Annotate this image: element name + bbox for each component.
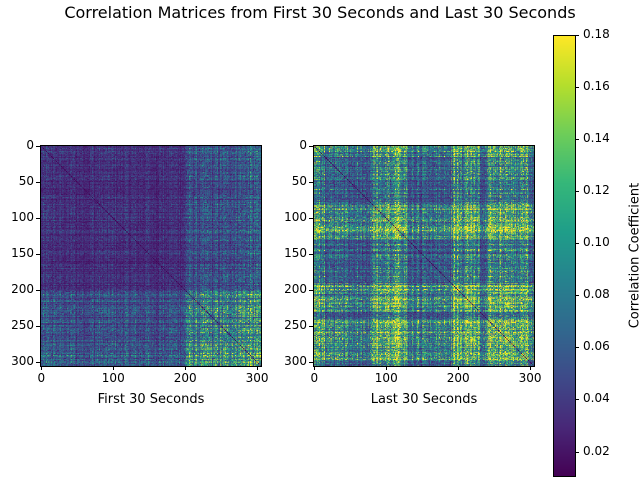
y-tick-label: 200 [11,282,34,297]
x-tick-mark [257,366,259,370]
y-tick-label: 300 [11,354,34,369]
y-tick-mark [309,182,313,184]
x-tick-label: 100 [374,371,398,385]
y-tick-mark [36,326,40,328]
y-tick-mark [36,146,40,148]
y-tick-label: 300 [284,354,307,369]
y-tick-label: 0 [299,138,307,153]
y-tick-label: 100 [11,210,34,225]
colorbar-tick-label: 0.04 [583,391,610,406]
x-tick-mark [530,366,532,370]
y-tick-mark [36,218,40,220]
heatmap-last-30-seconds [313,145,535,367]
x-tick-label: 0 [310,371,319,385]
colorbar-tick-mark [575,347,579,349]
x-axis-label-last: Last 30 Seconds [370,392,478,407]
x-tick-mark [386,366,388,370]
x-tick-mark [113,366,115,370]
x-tick-mark [41,366,43,370]
colorbar-tick-mark [575,191,579,193]
colorbar-tick-label: 0.12 [583,183,610,198]
y-tick-mark [309,254,313,256]
y-tick-mark [309,290,313,292]
y-tick-label: 200 [284,282,307,297]
colorbar-tick-label: 0.06 [583,339,610,354]
x-tick-label: 200 [173,371,197,385]
colorbar-label: Correlation Coefficient [627,182,640,329]
y-tick-mark [309,326,313,328]
colorbar-tick-mark [575,451,579,453]
colorbar-tick-mark [575,35,579,36]
y-tick-label: 150 [284,246,307,261]
colorbar-tick-label: 0.16 [583,79,610,94]
y-tick-label: 250 [284,318,307,333]
y-tick-label: 50 [18,174,34,189]
colorbar-tick-label: 0.14 [583,131,610,146]
x-tick-mark [314,366,316,370]
colorbar-tick-label: 0.08 [583,287,610,302]
y-tick-mark [309,362,313,364]
x-tick-label: 200 [446,371,470,385]
colorbar-tick-label: 0.10 [583,235,610,250]
y-tick-mark [36,290,40,292]
figure-title: Correlation Matrices from First 30 Secon… [64,3,576,22]
y-tick-label: 150 [11,246,34,261]
colorbar-tick-mark [575,87,579,89]
y-tick-label: 100 [284,210,307,225]
heatmap-first-30-seconds [40,145,262,367]
y-tick-mark [309,218,313,220]
x-tick-label: 0 [37,371,46,385]
colorbar [553,35,576,477]
x-tick-label: 100 [101,371,125,385]
y-tick-mark [36,254,40,256]
colorbar-tick-label: 0.18 [583,27,610,41]
y-tick-mark [36,182,40,184]
colorbar-tick-mark [575,399,579,401]
colorbar-tick-mark [575,243,579,245]
x-tick-mark [458,366,460,370]
x-tick-label: 300 [245,371,269,385]
colorbar-tick-label: 0.02 [583,443,610,458]
colorbar-tick-mark [575,295,579,297]
y-tick-label: 0 [26,138,34,153]
y-tick-mark [309,146,313,148]
x-tick-mark [185,366,187,370]
y-tick-label: 50 [291,174,307,189]
y-tick-mark [36,362,40,364]
y-tick-label: 250 [11,318,34,333]
x-tick-label: 300 [518,371,542,385]
x-axis-label-first: First 30 Seconds [97,392,205,407]
colorbar-tick-mark [575,139,579,141]
